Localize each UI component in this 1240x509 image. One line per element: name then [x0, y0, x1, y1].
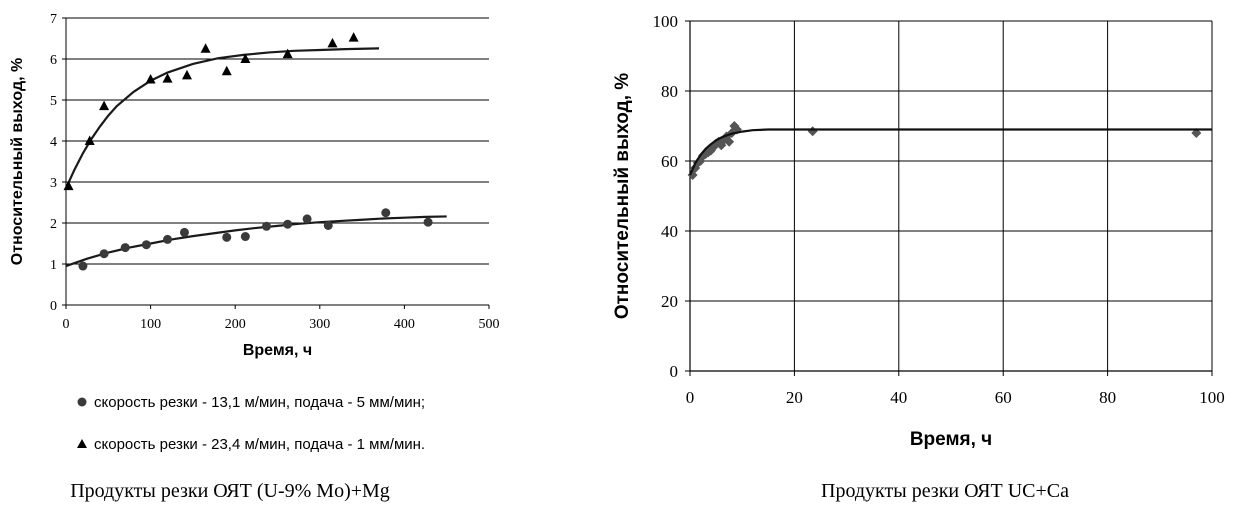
x-tick-label: 0	[63, 317, 70, 332]
series-1-point	[63, 180, 74, 191]
y-tick-label: 60	[661, 152, 678, 171]
series-0-point	[262, 221, 272, 231]
series-0-point	[323, 220, 333, 230]
legend: скорость резки - 13,1 м/мин, подача - 5 …	[77, 394, 425, 453]
y-tick-label: 7	[50, 12, 57, 27]
y-tick-label: 3	[50, 176, 57, 191]
x-tick-label: 80	[1099, 388, 1116, 407]
y-tick-label: 4	[50, 135, 57, 150]
x-tick-label: 60	[995, 388, 1012, 407]
y-tick-label: 0	[50, 299, 57, 314]
series-0-point	[302, 214, 312, 224]
y-tick-label: 5	[50, 94, 57, 109]
x-tick-label: 200	[225, 317, 246, 332]
series-1-point	[162, 73, 173, 83]
series-0-point	[141, 240, 151, 250]
legend-entry: скорость резки - 13,1 м/мин, подача - 5 …	[94, 394, 425, 411]
y-tick-label: 80	[661, 82, 678, 101]
series-0-point	[120, 243, 130, 253]
x-tick-label: 100	[1199, 388, 1225, 407]
y-tick-label: 1	[50, 258, 57, 273]
series-1-point	[348, 32, 359, 42]
legend-marker-circle	[77, 397, 87, 407]
x-axis-title: Время, ч	[910, 429, 992, 450]
x-tick-label: 300	[309, 317, 330, 332]
series-1-point	[282, 48, 293, 59]
series-0-point	[381, 208, 391, 218]
series-0-point	[163, 234, 173, 244]
y-tick-label: 0	[670, 362, 679, 381]
series-1-fit-line	[65, 47, 380, 189]
legend-marker-triangle	[77, 439, 87, 448]
y-tick-label: 100	[653, 12, 679, 31]
series-0-fit-line	[65, 215, 447, 268]
series-0-fit-line	[688, 128, 1212, 176]
x-tick-label: 0	[686, 388, 695, 407]
x-tick-label: 400	[394, 317, 415, 332]
legend-entry: скорость резки - 23,4 м/мин, подача - 1 …	[94, 436, 425, 453]
series-1-point	[327, 37, 338, 48]
x-tick-label: 40	[890, 388, 907, 407]
series-1-point	[145, 74, 156, 84]
series-1-point	[221, 65, 232, 76]
series-0-point	[222, 232, 232, 242]
series-0-point	[724, 136, 735, 147]
chart-caption: Продукты резки ОЯТ (U-9% Mo)+Mg	[70, 480, 390, 502]
series-0-point	[99, 249, 109, 259]
y-tick-label: 40	[661, 222, 678, 241]
chart-caption: Продукты резки ОЯТ UC+Ca	[821, 480, 1069, 502]
x-tick-label: 20	[786, 388, 803, 407]
y-tick-label: 6	[50, 53, 57, 68]
chart-left: 0 1 2 3 4 5 6 7 0 100 200 300 400 500 Время, ч Относите…	[9, 12, 500, 502]
series-1-point	[181, 69, 192, 80]
series-0-point	[807, 126, 818, 137]
y-tick-label: 2	[50, 217, 57, 232]
chart-right: 0 20 40 60 80 100 0 20 40 60 80 100 Время, ч Относите…	[612, 12, 1225, 502]
x-axis-title: Время, ч	[243, 342, 312, 359]
x-tick-label: 500	[479, 317, 500, 332]
x-tick-label: 100	[140, 317, 161, 332]
series-1-point	[99, 100, 110, 111]
series-0-point	[240, 232, 250, 242]
series-0-point	[78, 261, 88, 271]
series-1-point	[200, 43, 211, 53]
series-1-point	[240, 53, 251, 63]
y-axis-title: Относительный выход, %	[612, 73, 633, 319]
series-0-point	[423, 217, 433, 227]
y-axis-title: Относительный выход, %	[9, 58, 26, 265]
series-0-point	[179, 227, 189, 237]
y-tick-label: 20	[661, 292, 678, 311]
series-1-point	[84, 135, 95, 145]
series-0-point	[283, 219, 293, 229]
